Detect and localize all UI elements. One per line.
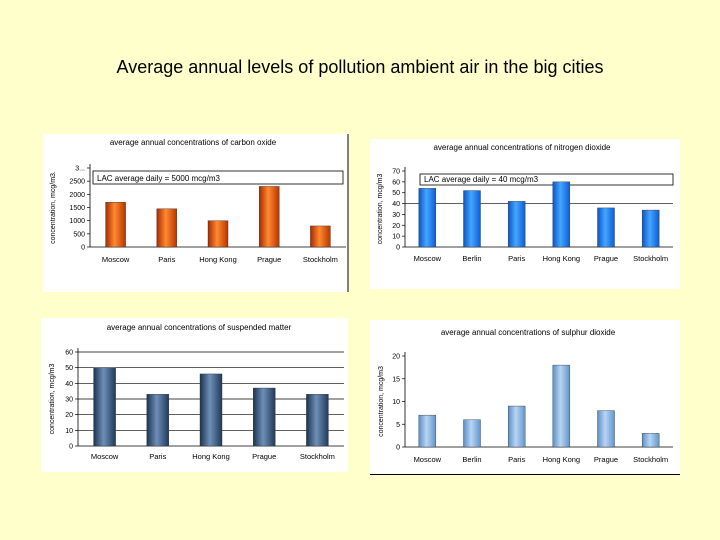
bar xyxy=(418,414,437,448)
y-tick-label: 20 xyxy=(65,412,73,419)
y-axis-label: concentration, mcg/m3 xyxy=(378,366,385,437)
category-label: Prague xyxy=(252,452,276,461)
y-tick-label: 50 xyxy=(392,190,400,197)
chart-nitrogen-dioxide: average annual concentrations of nitroge… xyxy=(370,139,680,289)
category-label: Prague xyxy=(594,254,618,263)
y-tick-label: 0 xyxy=(396,245,400,252)
bar xyxy=(597,410,615,448)
chart-svg: average annual concentrations of suspend… xyxy=(49,323,344,461)
chart-svg: average annual concentrations of carbon … xyxy=(50,134,349,292)
y-tick-label: 10 xyxy=(392,234,400,241)
category-label: Moscow xyxy=(91,452,119,461)
category-label: Stockholm xyxy=(300,452,335,461)
category-label: Hong Kong xyxy=(192,452,230,461)
chart-title: average annual concentrations of sulphur… xyxy=(441,328,616,337)
y-tick-label: 10 xyxy=(392,399,400,406)
bar xyxy=(641,433,660,448)
bar xyxy=(146,394,170,447)
annotation-text: LAC average daily = 5000 mcg/m3 xyxy=(97,174,221,183)
y-axis-label: concentration, mcg/m3 xyxy=(49,363,56,434)
chart-title: average annual concentrations of carbon … xyxy=(110,138,277,147)
category-label: Berlin xyxy=(462,455,481,464)
category-label: Paris xyxy=(158,255,175,264)
bar xyxy=(507,201,526,248)
y-tick-label: 5 xyxy=(396,422,400,429)
bar xyxy=(310,225,331,248)
y-tick-label: 1500 xyxy=(69,205,85,212)
bar xyxy=(105,202,126,248)
y-tick-label: 3... xyxy=(75,166,85,173)
bar xyxy=(597,207,615,248)
y-tick-label: 10 xyxy=(65,428,73,435)
bar xyxy=(156,208,178,248)
category-label: Hong Kong xyxy=(543,455,581,464)
y-tick-label: 40 xyxy=(392,201,400,208)
y-tick-label: 1000 xyxy=(69,218,85,225)
category-label: Paris xyxy=(508,455,525,464)
chart-svg: average annual concentrations of sulphur… xyxy=(370,328,680,475)
y-tick-label: 60 xyxy=(65,350,73,357)
bar xyxy=(552,181,571,248)
bar xyxy=(418,188,437,248)
category-label: Moscow xyxy=(414,455,442,464)
y-tick-label: 0 xyxy=(69,444,73,451)
y-axis-label: concentration, mcg/m3 xyxy=(377,173,384,244)
bar xyxy=(258,186,280,248)
chart-title: average annual concentrations of suspend… xyxy=(107,323,292,332)
category-label: Berlin xyxy=(462,254,481,263)
y-tick-label: 20 xyxy=(392,354,400,361)
y-tick-label: 20 xyxy=(392,223,400,230)
slide-title: Average annual levels of pollution ambie… xyxy=(116,57,604,77)
category-label: Moscow xyxy=(102,255,130,264)
bar xyxy=(252,387,276,447)
bar xyxy=(306,394,329,447)
bar xyxy=(463,190,481,248)
y-tick-label: 40 xyxy=(65,381,73,388)
bar xyxy=(641,209,660,248)
y-tick-label: 30 xyxy=(392,212,400,219)
category-label: Stockholm xyxy=(633,254,668,263)
chart-carbon-oxide: average annual concentrations of carbon … xyxy=(43,134,349,292)
annotation-box xyxy=(419,173,674,186)
y-axis-label: concentration, mcg/m3. xyxy=(50,171,57,244)
category-label: Moscow xyxy=(414,254,442,263)
y-tick-label: 60 xyxy=(392,179,400,186)
bar xyxy=(463,419,481,448)
chart-suspended-matter: average annual concentrations of suspend… xyxy=(41,318,348,472)
y-tick-label: 2000 xyxy=(69,192,85,199)
y-tick-label: 30 xyxy=(65,397,73,404)
annotation-box xyxy=(92,170,344,185)
y-tick-label: 500 xyxy=(73,231,85,238)
category-label: Stockholm xyxy=(303,255,338,264)
category-label: Prague xyxy=(594,455,618,464)
category-label: Hong Kong xyxy=(199,255,237,264)
category-label: Paris xyxy=(149,452,166,461)
category-label: Stockholm xyxy=(633,455,668,464)
bar xyxy=(207,220,229,248)
chart-svg: average annual concentrations of nitroge… xyxy=(377,143,674,263)
chart-sulphur-dioxide: average annual concentrations of sulphur… xyxy=(370,320,680,475)
y-tick-label: 50 xyxy=(65,365,73,372)
category-label: Paris xyxy=(508,254,525,263)
y-tick-label: 2500 xyxy=(69,179,85,186)
bar xyxy=(552,364,571,448)
bar xyxy=(93,367,116,447)
category-label: Prague xyxy=(257,255,281,264)
bar xyxy=(199,373,223,447)
y-tick-label: 15 xyxy=(392,376,400,383)
y-tick-label: 0 xyxy=(81,245,85,252)
y-tick-label: 0 xyxy=(396,445,400,452)
annotation-text: LAC average daily = 40 mcg/m3 xyxy=(424,175,539,184)
chart-title: average annual concentrations of nitroge… xyxy=(433,143,611,152)
category-label: Hong Kong xyxy=(543,254,581,263)
y-tick-label: 70 xyxy=(392,169,400,176)
bar xyxy=(507,405,526,448)
